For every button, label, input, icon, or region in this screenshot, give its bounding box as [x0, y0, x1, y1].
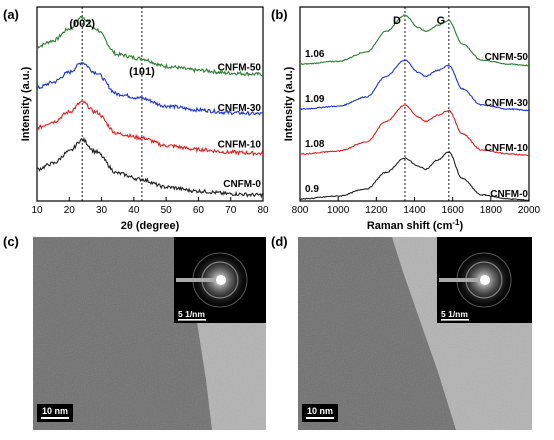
series-line-cnfm-0 — [300, 151, 529, 201]
series-line-cnfm-0 — [37, 136, 263, 199]
x-tick-label: 70 — [225, 205, 237, 216]
series-line-cnfm-10 — [37, 99, 263, 157]
saed-inset-c: 5 1/nm — [174, 237, 266, 323]
xrd-series-labels: CNFM-50 CNFM-30 CNFM-10 CNFM-0 — [218, 62, 262, 190]
series-line-cnfm-10 — [300, 104, 529, 157]
x-tick-label: 2000 — [518, 205, 541, 216]
panel-label-c: (c) — [3, 234, 19, 249]
x-tick-label: 10 — [31, 205, 43, 216]
series-line-cnfm-30 — [300, 59, 529, 112]
series-line-cnfm-30 — [37, 61, 263, 117]
ratio-label-cnfm-30: 1.09 — [305, 94, 325, 105]
x-tick-label: 1400 — [403, 205, 426, 216]
raman-x-ticks: 800 1000 1200 1400 1600 1800 2000 — [292, 197, 541, 216]
panel-label-b: (b) — [271, 7, 288, 22]
beam-stopper-d — [439, 278, 485, 282]
saed-scale-bar-c — [178, 319, 206, 321]
x-tick-label: 50 — [161, 205, 173, 216]
xrd-x-axis-label: 2θ (degree) — [121, 220, 180, 232]
x-tick-label: 1600 — [442, 205, 465, 216]
raman-ratio-labels: 1.06 1.09 1.08 0.9 — [305, 49, 325, 195]
central-beam-c — [216, 275, 226, 285]
saed-scale-label-d: 5 1/nm — [441, 309, 468, 319]
raman-x-axis-label: Raman shift (cm-1) — [367, 218, 464, 232]
x-tick-label: 30 — [96, 205, 108, 216]
ratio-label-cnfm-0: 0.9 — [305, 184, 319, 195]
series-label-cnfm-50: CNFM-50 — [485, 52, 529, 63]
raman-chart: 800 1000 1200 1400 1600 1800 2000 CNFM-50CNFM-… — [283, 6, 541, 232]
series-line-cnfm-50 — [300, 14, 529, 67]
xrd-annotations: (002) (101) — [69, 18, 155, 78]
series-label-cnfm-10: CNFM-10 — [218, 140, 262, 151]
x-tick-label: 1800 — [480, 205, 503, 216]
x-tick-label: 60 — [193, 205, 205, 216]
series-label-cnfm-0: CNFM-0 — [223, 179, 261, 190]
ratio-label-cnfm-10: 1.08 — [305, 139, 325, 150]
ratio-label-cnfm-50: 1.06 — [305, 49, 325, 60]
scale-label-c: 10 nm — [42, 406, 68, 416]
raman-series-labels: CNFM-50 CNFM-30 CNFM-10 CNFM-0 — [485, 52, 529, 200]
x-tick-label: 1000 — [327, 205, 350, 216]
x-tick-label: 80 — [257, 205, 269, 216]
peak-annotation: D — [393, 15, 401, 27]
tem-image-c: 5 1/nm 10 nm — [33, 237, 266, 430]
xrd-series-group — [37, 15, 263, 199]
series-label-cnfm-0: CNFM-0 — [490, 189, 528, 200]
series-line-cnfm-50 — [37, 15, 263, 78]
raman-series-group — [300, 14, 529, 201]
xrd-x-ticks: 10 20 30 40 50 60 70 80 — [31, 197, 269, 216]
beam-stopper-c — [176, 278, 221, 282]
x-tick-label: 1200 — [365, 205, 388, 216]
panel-label-d: (d) — [271, 234, 288, 249]
raman-y-axis-label: Intensity (a.u.) — [283, 66, 295, 141]
panel-label-a: (a) — [3, 7, 19, 22]
series-label-cnfm-30: CNFM-30 — [485, 98, 529, 109]
saed-scale-bar-d — [441, 319, 469, 321]
peak-annotation: (002) — [69, 18, 95, 30]
xrd-y-axis-label: Intensity (a.u.) — [20, 66, 32, 141]
xrd-reference-lines — [81, 7, 143, 201]
raman-reference-lines — [404, 7, 450, 201]
x-tick-label: 20 — [64, 205, 76, 216]
peak-annotation: G — [437, 15, 446, 27]
xrd-chart: 10 20 30 40 50 60 70 80 CNFM-50CNFM-30CNFM-10CN… — [20, 6, 269, 232]
series-label-cnfm-30: CNFM-30 — [218, 103, 262, 114]
central-beam-d — [480, 275, 490, 285]
x-tick-label: 800 — [292, 205, 309, 216]
saed-inset-d: 5 1/nm — [437, 237, 532, 323]
tem-image-d: 5 1/nm 10 nm — [298, 237, 532, 430]
x-tick-label: 40 — [128, 205, 140, 216]
peak-annotation: (101) — [129, 66, 155, 78]
scale-bar-d — [306, 417, 334, 419]
scale-label-d: 10 nm — [307, 406, 333, 416]
xrd-plot-frame — [36, 6, 264, 202]
saed-scale-label-c: 5 1/nm — [178, 309, 205, 319]
scale-bar-c — [41, 417, 69, 419]
series-label-cnfm-10: CNFM-10 — [485, 143, 529, 154]
series-label-cnfm-50: CNFM-50 — [218, 62, 262, 73]
